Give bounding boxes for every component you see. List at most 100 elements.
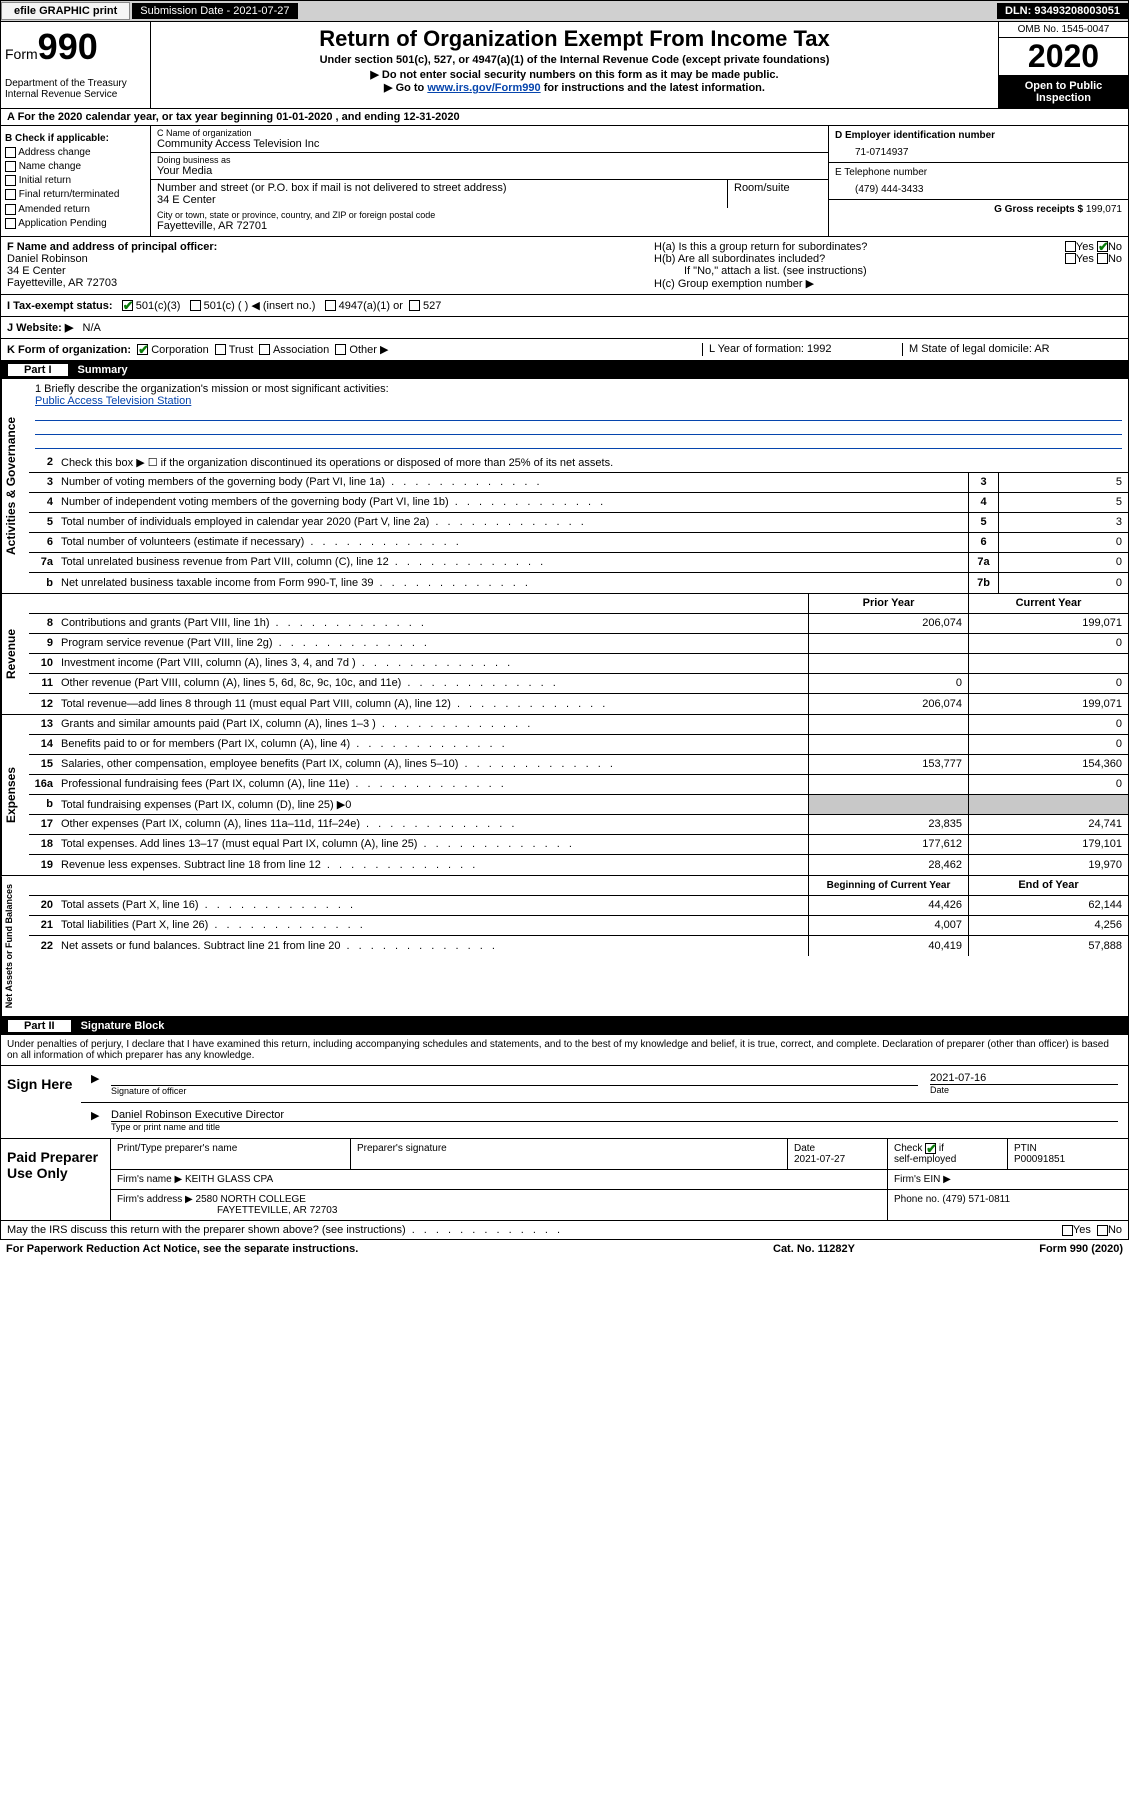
hc-row: H(c) Group exemption number ▶ [654, 277, 1122, 290]
checkbox-527[interactable] [409, 300, 420, 311]
prep-row-1: Print/Type preparer's name Preparer's si… [111, 1139, 1128, 1170]
prep-row-2: Firm's name ▶ KEITH GLASS CPA Firm's EIN… [111, 1170, 1128, 1190]
firm-addr-1: 2580 NORTH COLLEGE [196, 1194, 306, 1205]
revenue-block: Revenue Prior Year Current Year 8Contrib… [0, 594, 1129, 715]
sidelabel-net: Net Assets or Fund Balances [1, 876, 29, 1016]
table-row: 20Total assets (Part X, line 16)44,42662… [29, 896, 1128, 916]
checkbox-assoc[interactable] [259, 344, 270, 355]
label-initial-return: Initial return [19, 175, 71, 186]
end-year-hdr: End of Year [968, 876, 1128, 895]
checkbox-initial-return[interactable] [5, 175, 16, 186]
form-header: Form990 Department of the Treasury Inter… [0, 22, 1129, 109]
line-desc: Total number of individuals employed in … [57, 514, 968, 530]
line-desc: Check this box ▶ ☐ if the organization d… [57, 454, 1128, 471]
checkbox-corp[interactable] [137, 344, 148, 355]
end-year-val: 57,888 [968, 936, 1128, 956]
current-year-val: 0 [968, 715, 1128, 734]
checkbox-ha-no[interactable] [1097, 241, 1108, 252]
line-num: 7a [29, 554, 57, 570]
line-num: 13 [29, 716, 57, 732]
label-501c: 501(c) ( ) ◀ (insert no.) [204, 300, 316, 312]
table-row: 8Contributions and grants (Part VIII, li… [29, 614, 1128, 634]
checkbox-ha-yes[interactable] [1065, 241, 1076, 252]
line-desc: Total revenue—add lines 8 through 11 (mu… [57, 696, 808, 712]
firm-addr-label: Firm's address ▶ [117, 1194, 196, 1205]
label-final-return: Final return/terminated [19, 190, 120, 201]
line-desc: Revenue less expenses. Subtract line 18 … [57, 857, 808, 873]
checkbox-hb-yes[interactable] [1065, 253, 1076, 264]
end-year-val: 62,144 [968, 896, 1128, 915]
line-val: 3 [998, 513, 1128, 532]
irs-link[interactable]: www.irs.gov/Form990 [427, 82, 540, 94]
current-year-val: 0 [968, 735, 1128, 754]
k-cell: K Form of organization: Corporation Trus… [7, 343, 702, 356]
line-num: 11 [29, 675, 57, 691]
table-row: 13Grants and similar amounts paid (Part … [29, 715, 1128, 735]
gray-cell [968, 795, 1128, 814]
line-box: 3 [968, 473, 998, 492]
city-label: City or town, state or province, country… [157, 210, 822, 220]
prep-date-label: Date [794, 1143, 815, 1154]
checkbox-self-emp[interactable] [925, 1143, 936, 1154]
net-header: Beginning of Current Year End of Year [29, 876, 1128, 896]
line-desc: Program service revenue (Part VIII, line… [57, 635, 808, 651]
current-year-val: 0 [968, 674, 1128, 693]
website-value: N/A [83, 322, 101, 334]
checkbox-other[interactable] [335, 344, 346, 355]
begin-year-hdr: Beginning of Current Year [808, 876, 968, 895]
omb-number: OMB No. 1545-0047 [999, 22, 1128, 38]
sidelabel-rev: Revenue [1, 594, 29, 714]
table-row: 4Number of independent voting members of… [29, 493, 1128, 513]
subtitle-2: ▶ Do not enter social security numbers o… [155, 68, 994, 81]
checkbox-4947[interactable] [325, 300, 336, 311]
checkbox-501c[interactable] [190, 300, 201, 311]
table-row: 18Total expenses. Add lines 13–17 (must … [29, 835, 1128, 855]
firm-name-value: KEITH GLASS CPA [185, 1174, 273, 1185]
sign-here-label: Sign Here [1, 1066, 81, 1138]
dba-label: Doing business as [157, 155, 822, 165]
submission-date: Submission Date - 2021-07-27 [132, 3, 297, 19]
subtitle-3: ▶ Go to www.irs.gov/Form990 for instruct… [155, 81, 994, 94]
checkbox-final-return[interactable] [5, 189, 16, 200]
firm-name-cell: Firm's name ▶ KEITH GLASS CPA [111, 1170, 888, 1189]
line-box: 6 [968, 533, 998, 552]
prior-year-val: 153,777 [808, 755, 968, 774]
checkbox-hb-no[interactable] [1097, 253, 1108, 264]
line-num: 21 [29, 917, 57, 933]
checkbox-discuss-yes[interactable] [1062, 1225, 1073, 1236]
line-desc: Professional fundraising fees (Part IX, … [57, 776, 808, 792]
checkbox-trust[interactable] [215, 344, 226, 355]
line-box: 7a [968, 553, 998, 572]
efile-button[interactable]: efile GRAPHIC print [1, 2, 130, 20]
line-box: 4 [968, 493, 998, 512]
line-desc: Total unrelated business revenue from Pa… [57, 554, 968, 570]
gray-cell [808, 795, 968, 814]
ptin-label: PTIN [1014, 1143, 1037, 1154]
line-num: 9 [29, 635, 57, 651]
checkbox-discuss-no[interactable] [1097, 1225, 1108, 1236]
checkbox-501c3[interactable] [122, 300, 133, 311]
table-row: bNet unrelated business taxable income f… [29, 573, 1128, 593]
paid-preparer-block: Paid Preparer Use Only Print/Type prepar… [0, 1139, 1129, 1221]
checkbox-address-change[interactable] [5, 147, 16, 158]
expenses-block: Expenses 13Grants and similar amounts pa… [0, 715, 1129, 876]
hb-label: H(b) Are all subordinates included? [654, 253, 825, 265]
sidelabel-exp: Expenses [1, 715, 29, 875]
prior-year-val [808, 715, 968, 734]
label-527: 527 [423, 300, 441, 312]
checkbox-app-pending[interactable] [5, 218, 16, 229]
line-num: 3 [29, 474, 57, 490]
dba-value: Your Media [157, 165, 822, 177]
website-label: J Website: ▶ [7, 322, 73, 334]
checkbox-name-change[interactable] [5, 161, 16, 172]
dln-label: DLN: 93493208003051 [997, 3, 1128, 19]
line-val: 0 [998, 533, 1128, 552]
checkbox-amended[interactable] [5, 204, 16, 215]
line-desc: Number of independent voting members of … [57, 494, 968, 510]
prior-year-val [808, 775, 968, 794]
city-value: Fayetteville, AR 72701 [157, 220, 822, 232]
row-f-h: F Name and address of principal officer:… [0, 237, 1129, 295]
sidelabel-gov: Activities & Governance [1, 379, 29, 593]
gross-label: G Gross receipts $ [994, 204, 1086, 215]
form-title: Return of Organization Exempt From Incom… [155, 26, 994, 52]
